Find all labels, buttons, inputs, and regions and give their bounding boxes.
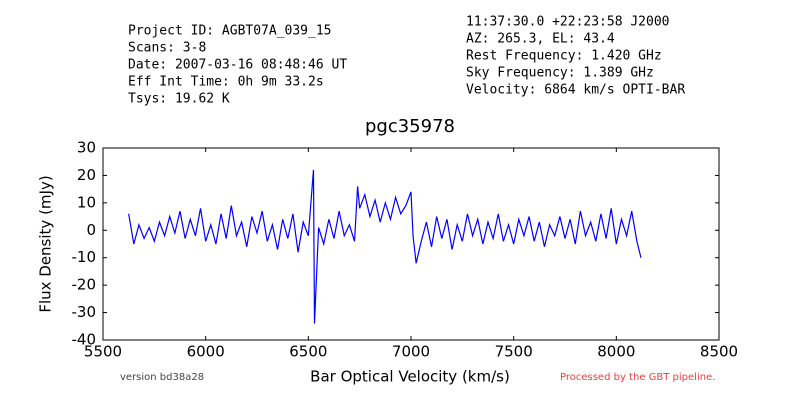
y-tick-label: -20: [72, 276, 97, 294]
x-tick-label: 6000: [187, 343, 225, 361]
header-line: Scans: 3-8: [128, 41, 206, 56]
header-line: 11:37:30.0 +22:23:58 J2000: [466, 15, 670, 30]
x-tick-label: 6500: [289, 343, 327, 361]
header-line: Eff Int Time: 0h 9m 33.2s: [128, 75, 324, 90]
y-tick-label: -30: [72, 303, 97, 321]
header-line: Rest Frequency: 1.420 GHz: [466, 49, 662, 64]
header-line: AZ: 265.3, EL: 43.4: [466, 32, 615, 47]
x-tick-label: 5500: [84, 343, 122, 361]
y-tick-label: 0: [86, 221, 96, 239]
x-tick-label: 7500: [495, 343, 533, 361]
header-line: Tsys: 19.62 K: [128, 92, 230, 107]
version-note: version bd38a28: [120, 372, 204, 383]
spectrum-line: [128, 169, 642, 324]
header-line: Project ID: AGBT07A_039_15: [128, 24, 332, 39]
y-tick-label: 10: [77, 193, 96, 211]
y-tick-label: 20: [77, 166, 96, 184]
y-tick-label: -40: [72, 331, 97, 349]
y-axis-label: Flux Density (mJy): [37, 175, 55, 312]
chart-title: pgc35978: [365, 116, 455, 137]
y-tick-label: 30: [77, 139, 96, 157]
x-tick-label: 8000: [597, 343, 635, 361]
header-line: Date: 2007-03-16 08:48:46 UT: [128, 58, 347, 73]
pipeline-note: Processed by the GBT pipeline.: [560, 372, 715, 383]
x-tick-label: 8500: [700, 343, 738, 361]
x-axis-label: Bar Optical Velocity (km/s): [310, 368, 510, 386]
header-line: Velocity: 6864 km/s OPTI-BAR: [466, 83, 685, 98]
header-line: Sky Frequency: 1.389 GHz: [466, 66, 654, 81]
y-tick-label: -10: [72, 248, 97, 266]
x-tick-label: 7000: [392, 343, 430, 361]
